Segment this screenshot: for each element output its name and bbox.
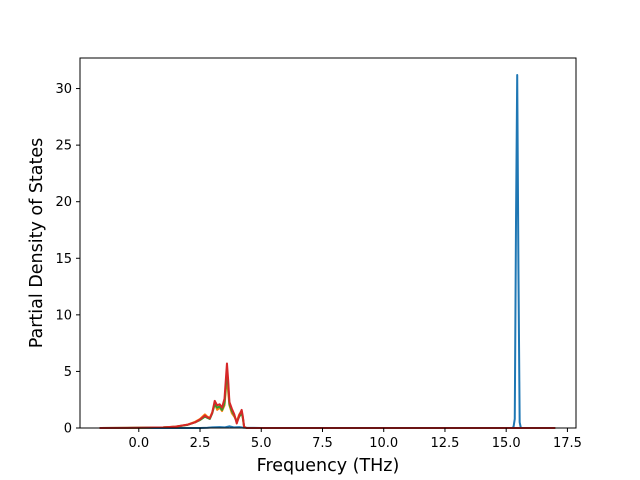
x-axis-label: Frequency (THz) bbox=[257, 456, 400, 476]
series-line-1 bbox=[99, 73, 556, 429]
series-line-3 bbox=[99, 370, 556, 429]
x-tick-label: 17.5 bbox=[553, 436, 582, 451]
y-tick-label: 20 bbox=[55, 195, 72, 210]
y-tick-label: 10 bbox=[55, 308, 72, 323]
x-tick-label: 0.0 bbox=[128, 436, 149, 451]
y-axis-label: Partial Density of States bbox=[27, 138, 47, 349]
x-tick-label: 5.0 bbox=[251, 436, 272, 451]
y-tick-label: 15 bbox=[55, 252, 72, 267]
y-tick-label: 5 bbox=[64, 365, 72, 380]
series-layer bbox=[99, 73, 556, 429]
x-tick-label: 2.5 bbox=[190, 436, 211, 451]
x-tick-label: 10.0 bbox=[369, 436, 398, 451]
y-tick-label: 0 bbox=[64, 422, 72, 437]
x-tick-label: 12.5 bbox=[430, 436, 459, 451]
axes-frame bbox=[79, 57, 577, 429]
x-tick-label: 15.0 bbox=[492, 436, 521, 451]
y-axis-ticks: 0 5 10 15 20 25 30 bbox=[55, 82, 80, 437]
x-tick-label: 7.5 bbox=[312, 436, 333, 451]
y-tick-label: 30 bbox=[55, 82, 72, 97]
series-line-2 bbox=[99, 374, 556, 429]
x-axis-ticks: 0.0 2.5 5.0 7.5 10.0 12.5 15.0 17.5 bbox=[128, 428, 582, 451]
series-line-4 bbox=[99, 362, 556, 429]
y-tick-label: 25 bbox=[55, 139, 72, 154]
